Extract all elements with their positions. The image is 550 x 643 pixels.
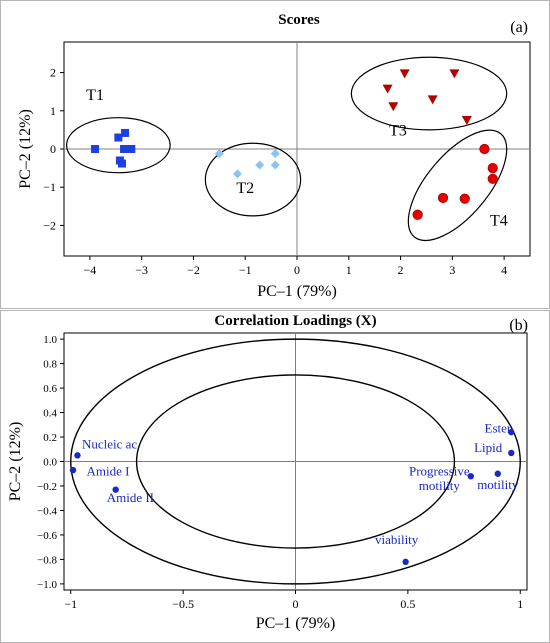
loading-label: Lipid [474,440,503,455]
point-marker [487,173,498,184]
x-tick-label: −1 [64,597,77,611]
correlation-circle [135,374,456,549]
panel-label: (a) [510,19,528,36]
x-tick-label: 3 [449,263,455,277]
y-tick-label: −1.0 [37,579,57,591]
point-marker [388,102,399,112]
group-label: T3 [389,123,407,140]
point-marker [91,145,100,153]
loadings-panel: Correlation Loadings (X) (b) −1 −0.5 0 0.5 1 1.… [7,313,528,632]
loading-label: Amide I [86,463,129,478]
point-marker [127,145,136,153]
correlation-circle [70,338,521,585]
x-tick-label: −1 [239,263,252,277]
point-marker [270,160,280,170]
y-tick-label: −2 [43,218,56,232]
group-label: T4 [490,212,508,229]
point-marker [412,209,423,220]
loading-point [467,472,475,480]
y-tick-label: −0.6 [37,530,57,542]
point-marker [120,145,129,153]
loading-point [112,486,119,493]
point-marker [479,143,490,155]
group-ellipse [350,56,508,131]
group-ellipse [65,117,171,174]
loading-point [508,449,515,457]
group-ellipse [204,142,302,217]
point-marker [382,84,393,94]
point-marker [437,192,449,204]
point-marker [114,133,123,142]
y-tick-label: 0.4 [43,408,57,420]
chart-title: Scores [278,12,320,28]
loading-label: motility [419,478,461,493]
chart-title: Correlation Loadings (X) [214,313,376,329]
x-tick-label: 1 [346,263,352,277]
y-tick-label: 0.8 [43,359,57,371]
y-tick-label: −0.8 [37,554,57,566]
group-label: T1 [86,87,104,104]
y-tick-label: −0.2 [37,481,57,493]
x-tick-label: 4 [501,263,507,277]
point-marker [270,149,280,159]
x-tick-label: −2 [187,263,200,277]
point-marker [232,169,242,179]
y-tick-label: 0 [50,142,56,156]
y-tick-label: −1 [43,180,56,194]
x-axis-label: PC–1 (79%) [257,283,337,300]
point-marker [121,128,130,137]
point-marker [449,69,460,79]
y-axis-label: PC–2 (12%) [7,422,24,502]
y-tick-label: 1 [50,104,56,118]
point-marker [487,163,498,174]
x-tick-label: −3 [135,263,148,277]
scores-panel: Scores (a) −4 −3 −2 −1 0 1 2 3 4 −2 −1 0 1 2 PC–1 (79%) P… [17,12,531,300]
y-tick-label: 0.6 [43,383,57,395]
y-tick-label: 1.0 [43,334,57,346]
point-marker [461,115,472,125]
loading-label: Amide II [107,490,154,505]
loading-point [494,470,501,477]
x-tick-label: 2 [398,263,404,277]
point-marker [427,95,438,105]
x-axis-label: PC–1 (79%) [256,615,336,632]
x-tick-label: 0 [294,263,300,277]
point-marker [255,160,265,170]
loading-point [402,558,409,566]
group-label: T2 [236,180,254,197]
loading-label: Ester [485,420,512,435]
y-tick-label: −0.4 [37,505,57,517]
x-tick-label: 0.5 [400,597,415,611]
y-tick-label: 2 [50,66,56,80]
y-tick-label: 0.2 [43,432,57,444]
x-tick-label: 0 [293,597,299,611]
point-marker [399,69,410,79]
group-ellipse [407,129,508,242]
x-tick-label: −0.5 [172,597,194,611]
point-marker [459,193,470,204]
point-marker [117,159,126,168]
panel-label: (b) [509,317,528,334]
x-tick-label: 1 [517,597,523,611]
loading-point [74,452,81,459]
x-tick-label: −4 [83,263,96,277]
loading-label: viability [375,532,419,547]
point-marker [214,149,224,159]
loading-label: Progressive [409,463,470,478]
loading-point [508,428,515,436]
y-tick-label: 0.0 [43,457,57,469]
loading-label: Nucleic ac [82,436,137,451]
loading-label: motility [477,477,519,492]
loading-point [69,466,77,474]
y-axis-label: PC–2 (12%) [17,109,34,189]
